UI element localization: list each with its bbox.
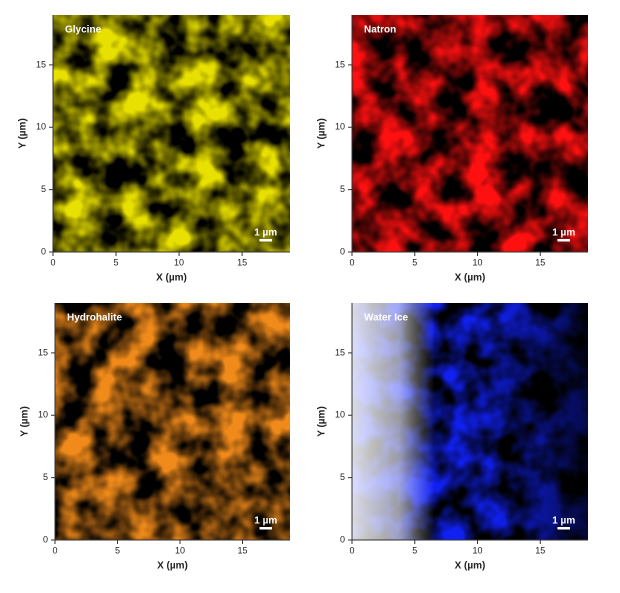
map-image	[53, 15, 290, 252]
map-image	[352, 15, 588, 252]
x-tick-label: 15	[237, 257, 247, 267]
y-tick-label: 15	[38, 347, 48, 357]
x-tick-label: 10	[473, 257, 483, 267]
x-tick-label: 0	[52, 545, 57, 555]
x-tick-label: 15	[535, 257, 545, 267]
panel-title: Water Ice	[364, 313, 409, 324]
map-image	[55, 303, 290, 540]
scale-bar-label: 1 µm	[552, 228, 575, 239]
panel-title: Hydrohalite	[67, 313, 122, 324]
y-tick-label: 15	[335, 59, 345, 69]
x-tick-label: 5	[412, 545, 417, 555]
y-tick-label: 15	[335, 347, 345, 357]
y-tick-label: 0	[43, 534, 48, 544]
y-tick-label: 5	[340, 472, 345, 482]
scale-bar-label: 1 µm	[552, 516, 575, 527]
panel-title: Natron	[364, 25, 396, 36]
y-tick-label: 0	[41, 246, 46, 256]
x-tick-label: 15	[535, 545, 545, 555]
y-axis-label: Y (µm)	[20, 406, 31, 437]
scale-bar	[259, 527, 272, 530]
x-tick-label: 0	[349, 545, 354, 555]
x-tick-label: 10	[175, 545, 185, 555]
y-tick-label: 5	[340, 184, 345, 194]
y-tick-label: 10	[38, 410, 48, 420]
y-tick-label: 15	[36, 59, 46, 69]
y-tick-label: 0	[340, 246, 345, 256]
x-tick-label: 0	[349, 257, 354, 267]
y-axis-label: Y (µm)	[317, 118, 328, 149]
y-tick-label: 10	[36, 122, 46, 132]
x-tick-label: 10	[473, 545, 483, 555]
map-shading	[352, 303, 588, 540]
x-axis-label: X (µm)	[157, 561, 188, 572]
x-axis-label: X (µm)	[455, 561, 486, 572]
scale-bar	[259, 239, 272, 242]
y-tick-label: 10	[335, 122, 345, 132]
y-tick-label: 0	[340, 534, 345, 544]
y-tick-label: 5	[41, 184, 46, 194]
scale-bar-label: 1 µm	[254, 228, 277, 239]
y-axis-label: Y (µm)	[317, 406, 328, 437]
x-axis-label: X (µm)	[455, 273, 486, 284]
y-tick-label: 5	[43, 472, 48, 482]
y-tick-label: 10	[335, 410, 345, 420]
scale-bar	[557, 527, 570, 530]
x-tick-label: 5	[114, 257, 119, 267]
x-tick-label: 10	[174, 257, 184, 267]
x-tick-label: 15	[237, 545, 247, 555]
panel-title: Glycine	[65, 25, 102, 36]
x-axis-label: X (µm)	[156, 273, 187, 284]
x-tick-label: 5	[412, 257, 417, 267]
x-tick-label: 5	[115, 545, 120, 555]
x-tick-label: 0	[50, 257, 55, 267]
y-axis-label: Y (µm)	[18, 118, 29, 149]
scale-bar	[557, 239, 570, 242]
scale-bar-label: 1 µm	[254, 516, 277, 527]
